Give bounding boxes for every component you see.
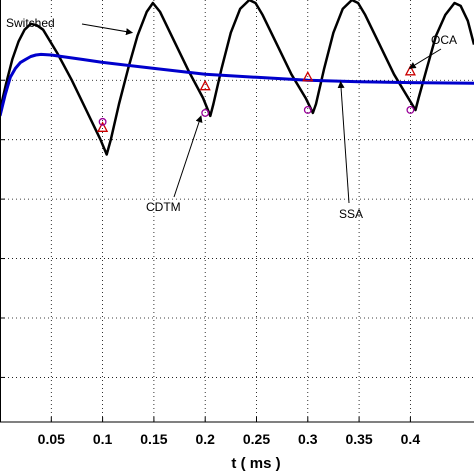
series-switched-line — [0, 0, 474, 156]
x-tick-label: 0.3 — [298, 431, 318, 447]
x-tick-label: 0.25 — [243, 431, 270, 447]
x-axis-label: t ( ms ) — [231, 455, 280, 472]
x-tick-label: 0.05 — [38, 431, 65, 447]
annotation-ssa-arrow — [337, 81, 350, 204]
x-tick-label: 0.35 — [345, 431, 372, 447]
series-oca-point — [302, 70, 314, 82]
x-tick-label: 0.2 — [195, 431, 215, 447]
annotation-switched-label: Switched — [6, 16, 55, 30]
annotation-layer: Switched CDTM SSA OCA — [6, 16, 457, 221]
series-cdtm-point — [303, 106, 312, 114]
series-oca-point — [97, 121, 109, 132]
x-tick-label: 0.15 — [140, 431, 167, 447]
x-tick-label: 0.1 — [93, 431, 113, 447]
series-cdtm-point — [406, 106, 415, 114]
annotation-oca-label: OCA — [431, 33, 457, 47]
series-cdtm-point — [201, 108, 210, 117]
series-oca-point — [404, 64, 416, 76]
series-layer — [0, 0, 474, 156]
annotation-oca-arrow — [408, 48, 442, 69]
x-tick-labels: 0.05 0.1 0.15 0.2 0.25 0.3 0.35 0.4 — [38, 431, 421, 447]
plot-frame — [0, 0, 474, 423]
annotation-switched-arrow — [81, 23, 134, 36]
x-tick-label: 0.4 — [401, 431, 421, 447]
annotation-ssa-label: SSA — [339, 207, 363, 221]
marker-layer — [97, 64, 416, 132]
annotation-cdtm-label: CDTM — [146, 200, 181, 214]
series-cdtm-point — [98, 117, 107, 126]
series-oca-point — [199, 79, 211, 91]
series-ssa-line — [0, 52, 474, 117]
annotation-cdtm-arrow — [173, 115, 203, 198]
